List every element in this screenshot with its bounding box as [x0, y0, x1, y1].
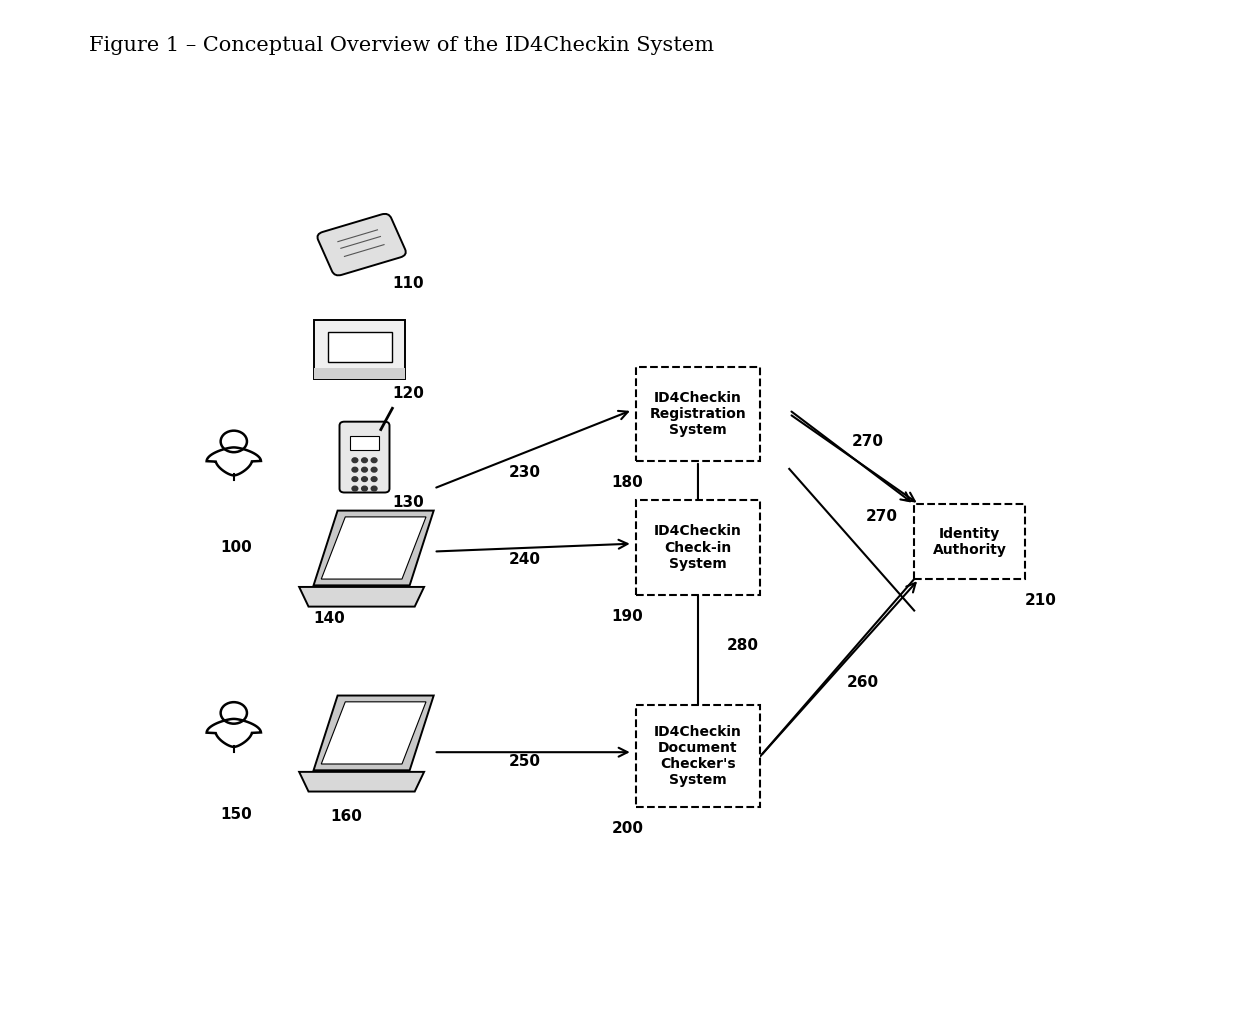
Text: 190: 190 — [611, 609, 644, 624]
FancyBboxPatch shape — [317, 214, 405, 275]
Polygon shape — [299, 587, 424, 607]
Bar — [314, 368, 405, 379]
Text: ID4Checkin
Document
Checker's
System: ID4Checkin Document Checker's System — [653, 725, 742, 787]
Text: 130: 130 — [392, 495, 424, 510]
Circle shape — [362, 486, 367, 491]
Polygon shape — [299, 772, 424, 791]
Text: Identity
Authority: Identity Authority — [932, 526, 1007, 557]
Circle shape — [371, 486, 377, 491]
Circle shape — [352, 486, 358, 491]
Bar — [635, 367, 760, 461]
Bar — [635, 501, 760, 595]
Bar — [314, 320, 405, 379]
Bar — [327, 332, 392, 362]
Circle shape — [371, 458, 377, 463]
Polygon shape — [314, 511, 434, 586]
Circle shape — [352, 467, 358, 472]
Bar — [351, 435, 378, 450]
Text: 210: 210 — [1024, 593, 1056, 608]
Polygon shape — [321, 517, 427, 579]
Text: 230: 230 — [508, 465, 541, 480]
Circle shape — [362, 467, 367, 472]
Text: 280: 280 — [727, 639, 759, 653]
Text: 110: 110 — [392, 276, 424, 291]
Text: 240: 240 — [508, 552, 541, 567]
Text: 260: 260 — [847, 676, 879, 691]
Circle shape — [371, 476, 377, 481]
Bar — [914, 504, 1024, 579]
Text: ID4Checkin
Registration
System: ID4Checkin Registration System — [650, 390, 746, 437]
Text: 150: 150 — [221, 807, 252, 823]
Text: 270: 270 — [866, 509, 898, 523]
Circle shape — [352, 476, 358, 481]
Circle shape — [362, 476, 367, 481]
Text: 140: 140 — [314, 610, 345, 625]
Polygon shape — [314, 696, 434, 771]
Circle shape — [352, 458, 358, 463]
Text: Figure 1 – Conceptual Overview of the ID4Checkin System: Figure 1 – Conceptual Overview of the ID… — [89, 36, 714, 55]
Circle shape — [362, 458, 367, 463]
Text: 270: 270 — [852, 434, 884, 449]
FancyBboxPatch shape — [340, 422, 389, 493]
Text: 100: 100 — [221, 540, 252, 555]
Circle shape — [371, 467, 377, 472]
Text: 250: 250 — [508, 754, 541, 770]
Text: 200: 200 — [611, 822, 644, 836]
Text: ID4Checkin
Check-in
System: ID4Checkin Check-in System — [653, 524, 742, 571]
Text: 160: 160 — [330, 808, 362, 824]
Polygon shape — [321, 702, 427, 764]
Text: 180: 180 — [611, 475, 644, 491]
Text: 120: 120 — [392, 386, 424, 402]
Bar — [635, 705, 760, 807]
